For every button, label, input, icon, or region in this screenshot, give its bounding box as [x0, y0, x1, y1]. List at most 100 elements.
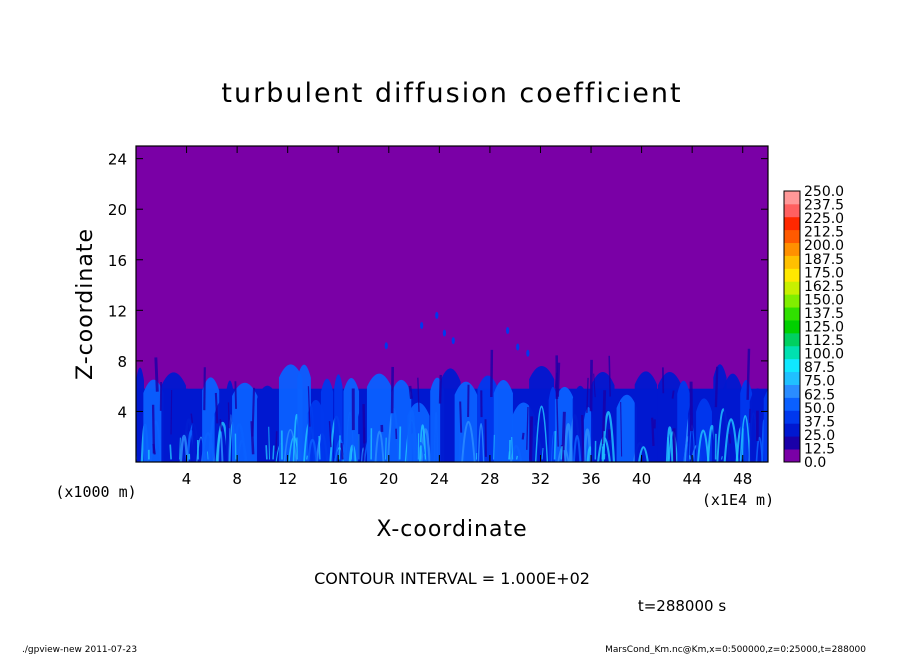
streak — [521, 432, 525, 440]
streak — [190, 413, 194, 423]
highlight — [306, 455, 308, 460]
streak — [152, 443, 156, 455]
plume — [192, 389, 204, 462]
colorbar-swatch — [784, 242, 800, 256]
plume-arc — [697, 429, 710, 462]
colorbar-swatch — [784, 255, 800, 269]
colorbar-swatch — [784, 410, 800, 424]
colorbar-swatch — [784, 384, 800, 398]
time-label: t=288000 s — [638, 597, 726, 615]
plume — [232, 382, 258, 462]
y-axis-unit-label: (x1000 m) — [55, 483, 136, 501]
plume-arc — [179, 435, 189, 462]
colorbar-label: 162.5 — [804, 279, 844, 295]
plume-arc — [307, 438, 318, 462]
plume-arc — [739, 414, 751, 462]
colorbar-swatch — [784, 358, 800, 373]
colorbar-swatch — [784, 307, 800, 321]
highlight — [493, 434, 495, 460]
y-tick-label: 4 — [117, 403, 127, 421]
highlight — [515, 455, 519, 460]
plume — [407, 402, 430, 462]
streak — [586, 377, 589, 413]
plume-arc — [149, 420, 162, 462]
x-tick-label: 44 — [683, 470, 702, 488]
colorbar-swatch — [784, 449, 800, 463]
colorbar-swatch — [784, 281, 800, 295]
plume-arc — [414, 441, 427, 462]
highlight — [741, 428, 744, 460]
colorbar-label: 250.0 — [804, 184, 844, 200]
highlight — [560, 446, 563, 460]
highlight — [511, 437, 514, 460]
highlight — [318, 436, 321, 460]
plume — [512, 402, 535, 462]
turbulent-patch — [420, 321, 424, 329]
plot-area — [135, 145, 769, 463]
x-tick-label: 28 — [480, 470, 499, 488]
x-tick-label: 32 — [531, 470, 550, 488]
highlight — [667, 437, 670, 460]
colorbar-swatch — [784, 268, 800, 282]
turbulent-patch — [506, 327, 510, 335]
streak — [219, 419, 223, 432]
colorbar-label: 237.5 — [804, 198, 844, 214]
highlight — [398, 426, 402, 460]
x-tick-label: 8 — [232, 470, 242, 488]
colorbar-label: 87.5 — [804, 360, 835, 376]
footer-right: MarsCond_Km.nc@Km,x=0:500000,z=0:25000,t… — [605, 645, 866, 654]
streak — [728, 434, 732, 444]
colorbar-swatch — [784, 216, 800, 231]
plume — [297, 364, 311, 462]
plume — [763, 389, 768, 462]
plume — [616, 394, 638, 462]
colorbar-label: 125.0 — [804, 320, 844, 336]
highlight — [384, 437, 387, 460]
streak — [340, 442, 344, 460]
plume-arc — [723, 418, 739, 462]
y-axis-ticks: 4 8 12 16 20 24 — [108, 151, 768, 421]
colorbar-swatch — [784, 191, 800, 205]
turbulent-layer — [136, 311, 768, 462]
x-tick-label: 40 — [632, 470, 651, 488]
streak — [555, 390, 559, 447]
streak — [390, 366, 394, 414]
turbulent-patch — [442, 329, 447, 337]
highlight — [169, 444, 172, 460]
colorbar-label: 212.5 — [804, 225, 844, 241]
streak — [620, 401, 623, 457]
streak — [234, 381, 237, 409]
streak — [250, 421, 255, 455]
streak — [203, 367, 206, 411]
colorbar-swatch — [784, 229, 800, 244]
streak — [529, 416, 534, 461]
y-tick-label: 8 — [117, 353, 127, 371]
colorbar-swatch — [784, 320, 800, 334]
highlight — [720, 456, 723, 460]
streak — [154, 357, 159, 392]
x-tick-label: 48 — [733, 470, 752, 488]
colorbar-label: 75.0 — [804, 374, 835, 390]
streak — [438, 374, 442, 404]
plume — [391, 379, 412, 462]
colorbar-frame — [783, 190, 801, 463]
streak — [170, 389, 173, 435]
plume — [136, 367, 145, 462]
plume-arc — [433, 411, 439, 462]
x-tick-label: 4 — [182, 470, 192, 488]
turbulent-patch — [516, 343, 520, 351]
streak — [608, 355, 611, 397]
colorbar-label: 12.5 — [804, 441, 835, 457]
plume-arc — [374, 430, 385, 462]
plume-arc — [638, 446, 649, 462]
streak — [408, 385, 413, 399]
colorbar-label: 25.0 — [804, 428, 835, 444]
x-axis-title: X-coordinate — [376, 517, 527, 542]
colorbar-label: 112.5 — [804, 333, 844, 349]
streak — [593, 373, 596, 398]
highlight — [268, 426, 271, 460]
colorbar-label: 0.0 — [804, 455, 826, 471]
streak — [651, 417, 655, 447]
colorbar-label: 37.5 — [804, 414, 835, 430]
plume — [256, 385, 278, 462]
